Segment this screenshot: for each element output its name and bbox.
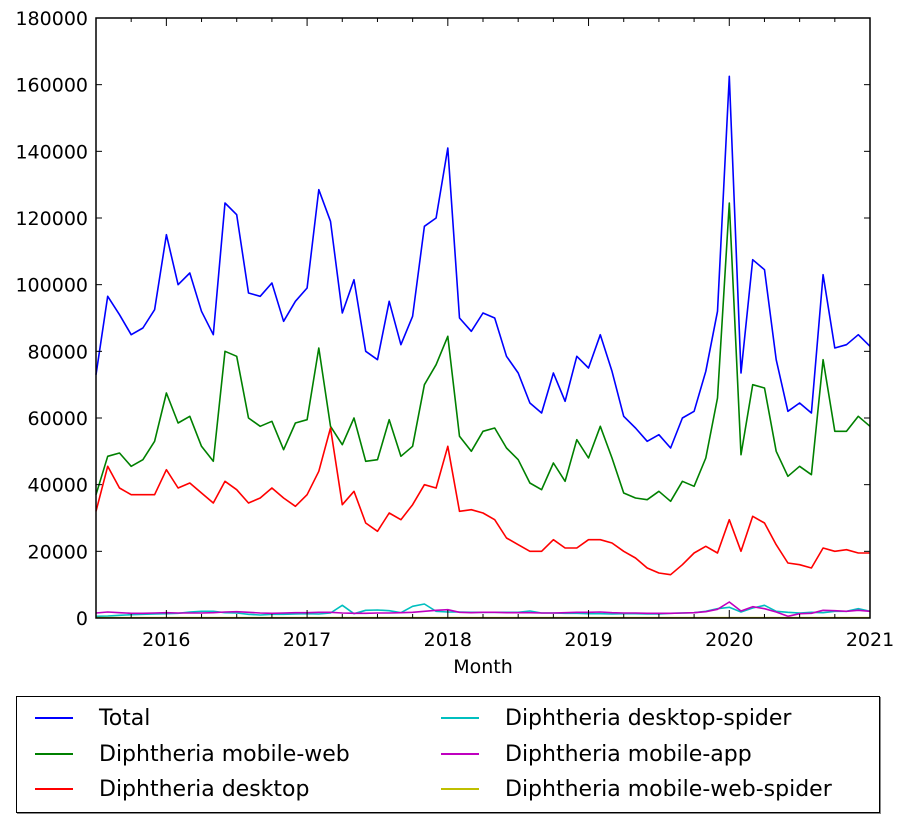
y-tick-label: 160000	[15, 75, 88, 97]
x-tick-label: 2020	[705, 629, 753, 651]
legend-label: Diphtheria mobile-web-spider	[505, 776, 832, 802]
y-axis: 0 20000 40000 60000 80000 100000 120000 140000 1…	[15, 8, 870, 630]
series-layer	[95, 75, 871, 619]
y-tick-label: 120000	[15, 208, 88, 230]
legend-label: Diphtheria mobile-web	[99, 741, 350, 767]
y-tick-label: 180000	[15, 8, 88, 30]
y-tick-label: 100000	[15, 275, 88, 297]
legend-label: Diphtheria desktop	[99, 776, 310, 802]
legend-swatch-mobile-web	[35, 753, 73, 755]
y-tick-label: 20000	[28, 541, 88, 563]
plot-frame	[95, 17, 871, 619]
series-line-diphtheria-mobile-web	[95, 202, 871, 503]
legend-item-mobile-web-spider: Diphtheria mobile-web-spider	[441, 772, 832, 806]
line-chart: 0 20000 40000 60000 80000 100000 120000 140000 1…	[15, 8, 894, 678]
legend-item-mobile-app: Diphtheria mobile-app	[441, 737, 752, 771]
legend-item-desktop-spider: Diphtheria desktop-spider	[441, 701, 791, 735]
legend-swatch-mobile-web-spider	[441, 788, 479, 790]
y-tick-label: 80000	[28, 341, 88, 363]
series-line-diphtheria-desktop	[95, 427, 870, 576]
x-axis-label: Month	[453, 656, 513, 678]
legend-label: Diphtheria desktop-spider	[505, 705, 792, 731]
y-tick-label: 60000	[28, 408, 88, 430]
legend-item-mobile-web: Diphtheria mobile-web	[35, 737, 350, 771]
x-tick-label: 2021	[846, 629, 894, 651]
x-tick-label: 2018	[424, 629, 472, 651]
legend-swatch-mobile-app	[441, 753, 479, 755]
legend-item-total: Total	[35, 701, 150, 735]
legend-swatch-desktop	[35, 788, 73, 790]
x-axis: 2016 2017 2018 2019 2020 2021	[95, 18, 894, 651]
y-tick-label: 140000	[15, 141, 88, 163]
x-tick-label: 2017	[283, 629, 331, 651]
x-tick-label: 2019	[564, 629, 612, 651]
legend-swatch-desktop-spider	[441, 717, 479, 719]
legend-swatch-total	[35, 717, 73, 719]
x-tick-label: 2016	[142, 629, 190, 651]
legend: Total Diphtheria mobile-web Diphtheria d…	[16, 696, 880, 813]
series-line-total	[95, 75, 871, 449]
y-tick-label: 0	[76, 608, 88, 630]
legend-label: Diphtheria mobile-app	[505, 741, 752, 767]
legend-label: Total	[99, 705, 151, 731]
y-tick-label: 40000	[28, 475, 88, 497]
legend-item-desktop: Diphtheria desktop	[35, 772, 309, 806]
series-line-diphtheria-mobile-app	[95, 601, 871, 618]
